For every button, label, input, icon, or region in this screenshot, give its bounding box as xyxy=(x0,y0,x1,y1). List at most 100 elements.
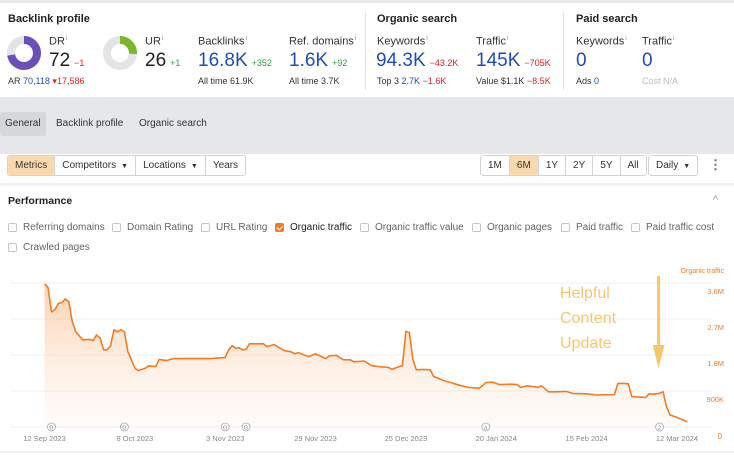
range-all[interactable]: All xyxy=(627,160,639,171)
tab-backlink-profile[interactable]: Backlink profile xyxy=(56,118,124,129)
checkbox[interactable] xyxy=(201,223,210,232)
ur-donut-chart xyxy=(103,36,137,70)
dr-label: DRi xyxy=(49,35,68,48)
tab-general[interactable]: General xyxy=(0,112,46,136)
ref-domains-value[interactable]: 1.6K +92 xyxy=(289,50,348,71)
caret-down-icon: ▼ xyxy=(190,163,198,170)
y-tick-label: 2.7M xyxy=(707,323,724,332)
traffic-line xyxy=(43,283,688,423)
y-tick-label: 0 xyxy=(718,432,723,441)
checkbox[interactable] xyxy=(472,223,481,232)
ur-value: 26 +1 xyxy=(145,50,181,71)
date-range-group: 1M 6M 1Y 2Y 5Y All xyxy=(480,155,647,176)
tab-organic-search[interactable]: Organic search xyxy=(139,118,207,129)
caret-down-icon: ▼ xyxy=(683,163,691,170)
y-tick-label: 1.8M xyxy=(707,359,724,368)
checkbox[interactable] xyxy=(360,223,369,232)
top-border xyxy=(0,0,734,3)
chart-mode-group: Metrics Competitors ▼ Locations ▼ Years xyxy=(7,155,247,176)
paid-ads: Ads 0 xyxy=(576,76,600,86)
performance-title: Performance xyxy=(8,195,73,207)
paid-traffic-value[interactable]: 0 xyxy=(642,50,653,71)
range-1m[interactable]: 1M xyxy=(481,156,510,175)
interval-dropdown[interactable]: Daily ▼ xyxy=(648,155,699,176)
helpful-content-update-annotation: Helpful Content Update xyxy=(560,276,665,368)
event-marker[interactable]: a xyxy=(481,422,491,432)
down-arrow-icon xyxy=(652,276,665,368)
metric-domain-rating[interactable]: Domain Rating xyxy=(112,222,193,233)
range-1y[interactable]: 1Y xyxy=(539,156,567,175)
checkbox[interactable] xyxy=(631,223,640,232)
x-tick-label: 12 Mar 2024 xyxy=(656,434,698,443)
metric-crawled-pages[interactable]: Crawled pages xyxy=(8,242,90,253)
section-divider xyxy=(0,183,734,186)
ref-domains-label: Ref. domainsi xyxy=(289,35,357,48)
backlink-profile-title: Backlink profile xyxy=(8,13,90,25)
metric-organic-pages[interactable]: Organic pages xyxy=(472,222,552,233)
report-tabs: General Backlink profile Organic search xyxy=(0,97,734,154)
paid-cost: Cost N/A xyxy=(642,76,679,86)
y-tick-label: 3.6M xyxy=(707,287,724,296)
event-marker[interactable]: G xyxy=(47,422,56,432)
annotation-line-2: Content xyxy=(560,310,617,327)
y-axis-label: Organic traffic xyxy=(681,268,725,275)
locations-dropdown[interactable]: Locations ▼ xyxy=(136,156,206,175)
metric-organic-traffic[interactable]: Organic traffic xyxy=(275,222,352,233)
chevron-up-icon[interactable]: ^ xyxy=(713,194,719,206)
competitors-dropdown[interactable]: Competitors ▼ xyxy=(55,156,137,175)
svg-text:a: a xyxy=(484,426,488,432)
metric-referring-domains[interactable]: Referring domains xyxy=(8,222,105,233)
dr-value: 72 −1 xyxy=(49,50,85,71)
ur-label: URi xyxy=(145,35,164,48)
x-tick-label: 29 Nov 2023 xyxy=(294,434,337,443)
x-tick-label: 15 Feb 2024 xyxy=(566,434,608,443)
y-tick-label: 900K xyxy=(706,395,724,404)
checkbox[interactable] xyxy=(8,243,17,252)
range-2y[interactable]: 2Y xyxy=(566,156,594,175)
ar-row: AR 70,118 ▾17,586 xyxy=(8,76,85,86)
x-tick-label: 12 Sep 2023 xyxy=(23,434,66,443)
organic-search-title: Organic search xyxy=(377,13,458,25)
metrics-button[interactable]: Metrics xyxy=(8,156,56,175)
section-divider xyxy=(365,12,366,90)
traffic-area xyxy=(44,283,688,427)
checkbox[interactable] xyxy=(112,223,121,232)
event-marker[interactable]: 2 xyxy=(655,422,664,432)
organic-traffic-value[interactable]: 145K −705K xyxy=(476,50,551,71)
years-button[interactable]: Years xyxy=(212,160,239,171)
event-marker[interactable]: G xyxy=(120,422,129,432)
checkbox[interactable] xyxy=(561,223,570,232)
backlinks-all-time: All time 61.9K xyxy=(198,76,254,86)
x-tick-label: 3 Nov 2023 xyxy=(206,434,244,443)
ur-arc xyxy=(103,36,137,70)
event-marker[interactable]: G xyxy=(220,422,230,432)
metric-paid-traffic[interactable]: Paid traffic xyxy=(561,222,623,233)
checkbox[interactable] xyxy=(8,223,17,232)
vertical-ellipsis-icon[interactable]: ⋮ xyxy=(709,157,722,172)
svg-text:2: 2 xyxy=(658,426,661,432)
organic-traffic-value-row: Value $1.1K −8.5K xyxy=(476,76,551,86)
annotation-line-1: Helpful xyxy=(560,285,610,302)
backlinks-value[interactable]: 16.8K +352 xyxy=(198,50,272,71)
annotation-line-3: Update xyxy=(560,335,612,352)
svg-text:G: G xyxy=(49,426,53,432)
paid-keywords-label: Keywordsi xyxy=(576,35,627,48)
checkbox-checked[interactable] xyxy=(275,223,284,232)
range-5y[interactable]: 5Y xyxy=(593,156,621,175)
ar-value: 70,118 xyxy=(23,76,50,86)
metric-organic-traffic-value[interactable]: Organic traffic value xyxy=(360,222,464,233)
organic-keywords-label: Keywordsi xyxy=(377,35,428,48)
paid-keywords-value[interactable]: 0 xyxy=(576,50,587,71)
paid-traffic-label: Traffici xyxy=(642,35,675,48)
metric-url-rating[interactable]: URL Rating xyxy=(201,222,267,233)
metric-paid-traffic-cost[interactable]: Paid traffic cost xyxy=(631,222,714,233)
event-marker[interactable]: G xyxy=(241,422,251,432)
organic-top3: Top 3 2.7K −1.6K xyxy=(377,76,447,86)
caret-down-icon: ▼ xyxy=(121,163,129,170)
svg-text:G: G xyxy=(122,426,126,432)
organic-keywords-value[interactable]: 94.3K −43.2K xyxy=(376,50,459,71)
range-6m[interactable]: 6M xyxy=(509,156,539,175)
dr-donut-chart xyxy=(7,36,41,70)
section-divider xyxy=(563,12,564,90)
